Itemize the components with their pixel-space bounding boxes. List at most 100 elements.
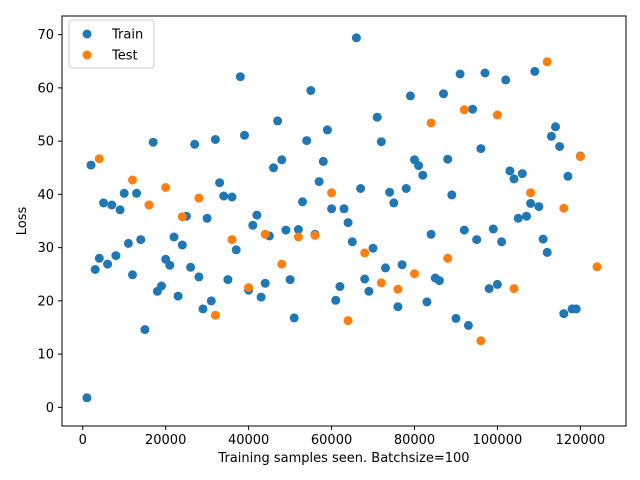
- train-point: [86, 160, 96, 170]
- train-point: [372, 112, 382, 122]
- test-point: [177, 212, 187, 222]
- train-point: [273, 116, 283, 126]
- train-point: [111, 251, 121, 261]
- train-point: [240, 130, 249, 140]
- legend-marker-train: [82, 29, 92, 39]
- train-point: [99, 198, 108, 208]
- data-points: [82, 33, 602, 403]
- train-point: [107, 200, 117, 210]
- test-point: [210, 310, 220, 320]
- train-point: [451, 313, 461, 323]
- train-point: [322, 125, 332, 135]
- train-point: [202, 213, 212, 223]
- train-point: [347, 237, 357, 247]
- train-point: [463, 320, 473, 330]
- train-point: [186, 262, 196, 272]
- test-point: [559, 203, 569, 213]
- train-point: [343, 218, 353, 228]
- train-point: [385, 187, 395, 197]
- train-point: [269, 163, 278, 173]
- train-point: [434, 276, 444, 286]
- x-tick-label: 80000: [394, 433, 435, 448]
- train-point: [293, 225, 303, 234]
- test-point: [492, 110, 502, 120]
- train-point: [472, 235, 482, 245]
- train-point: [480, 68, 490, 78]
- train-point: [339, 204, 349, 214]
- test-point: [526, 188, 536, 198]
- train-point: [136, 235, 146, 245]
- train-point: [252, 210, 262, 220]
- train-point: [505, 166, 515, 176]
- y-tick-label: 0: [46, 401, 54, 416]
- train-point: [140, 325, 150, 335]
- train-point: [198, 304, 208, 314]
- y-axis-label: Loss: [15, 207, 30, 236]
- train-point: [281, 225, 291, 235]
- train-point: [571, 304, 581, 314]
- train-point: [90, 265, 100, 274]
- test-point: [327, 188, 337, 198]
- y-tick-label: 60: [37, 81, 54, 96]
- train-point: [455, 69, 465, 79]
- test-point: [194, 193, 204, 203]
- train-point: [364, 286, 374, 296]
- test-point: [244, 283, 254, 293]
- test-point: [376, 278, 386, 288]
- train-point: [248, 220, 258, 230]
- x-axis-label: Training samples seen. Batchsize=100: [217, 451, 469, 466]
- train-point: [360, 274, 370, 284]
- train-point: [194, 272, 204, 282]
- train-point: [132, 188, 142, 198]
- train-point: [335, 282, 345, 291]
- train-point: [298, 197, 307, 207]
- legend: Train Test: [68, 19, 155, 69]
- train-point: [190, 139, 200, 149]
- train-point: [397, 260, 407, 270]
- x-tick-label: 60000: [311, 433, 352, 448]
- train-point: [542, 247, 552, 257]
- test-point: [161, 183, 171, 192]
- train-point: [488, 224, 498, 234]
- y-tick-label: 20: [37, 294, 54, 309]
- train-point: [459, 225, 469, 235]
- x-axis-ticks: 0 20000 40000 60000 80000 100000 120000: [79, 426, 605, 448]
- train-point: [393, 302, 403, 312]
- y-axis-ticks: 0 10 20 30 40 50 60 70: [37, 28, 62, 416]
- test-point: [360, 248, 370, 258]
- train-point: [327, 204, 337, 214]
- train-point: [422, 297, 432, 307]
- train-point: [94, 253, 104, 263]
- train-point: [128, 270, 137, 280]
- test-point: [293, 232, 303, 242]
- y-tick-label: 10: [37, 348, 54, 363]
- train-point: [497, 237, 507, 247]
- test-point: [94, 154, 104, 164]
- train-point: [302, 136, 312, 146]
- train-point: [405, 91, 415, 101]
- train-point: [82, 393, 92, 403]
- train-point: [173, 291, 183, 301]
- train-point: [492, 279, 502, 289]
- train-point: [389, 198, 399, 208]
- train-point: [206, 296, 216, 306]
- test-point: [260, 229, 270, 239]
- test-point: [128, 175, 137, 185]
- test-point: [509, 284, 519, 294]
- train-point: [260, 278, 270, 288]
- train-point: [563, 171, 573, 181]
- train-point: [476, 144, 486, 154]
- train-point: [376, 137, 386, 147]
- test-point: [592, 262, 602, 272]
- x-tick-label: 40000: [228, 433, 269, 448]
- train-point: [530, 66, 540, 76]
- train-point: [484, 284, 494, 294]
- train-point: [318, 156, 328, 166]
- legend-marker-test: [82, 50, 92, 60]
- train-point: [517, 169, 527, 179]
- test-point: [227, 235, 237, 245]
- test-point: [426, 118, 436, 128]
- train-point: [215, 178, 225, 188]
- y-tick-label: 70: [37, 28, 54, 43]
